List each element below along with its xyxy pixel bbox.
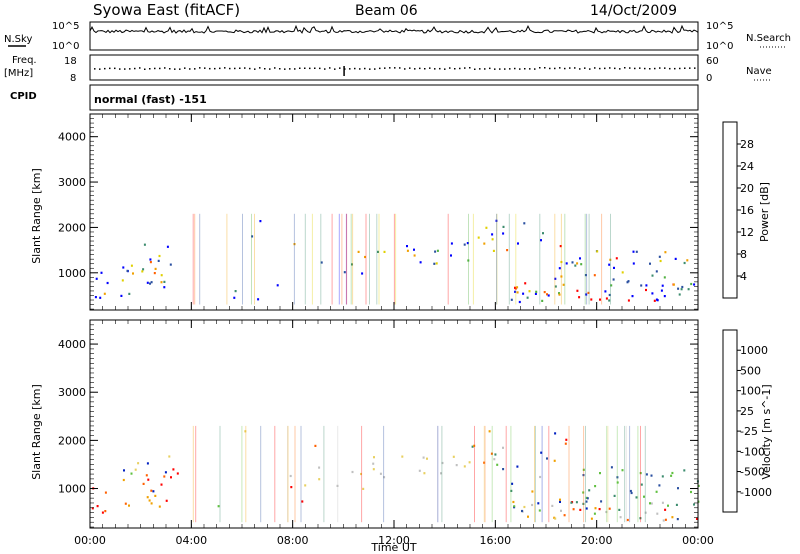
power-panel: 4000 3000 2000 1000: [58, 113, 699, 311]
velocity-ylabel: Slant Range [km]: [30, 384, 43, 480]
velocity-colorbar-label: Velocity [m s^-1]: [760, 384, 773, 479]
power-colorbar-tick: 12: [740, 226, 754, 239]
nsearch-tick-bottom: 10^0: [706, 41, 733, 52]
power-colorbar-tick: 20: [740, 182, 754, 195]
velocity-panel: 4000 3000 2000 1000 00:00 04:00 08:00 12:00 16:0…: [58, 319, 714, 547]
velocity-colorbar-tick: -500: [740, 466, 765, 479]
power-colorbar: 28 24 20 16 12 8 4: [722, 121, 754, 299]
velocity-colorbar-tick: 100: [740, 385, 761, 398]
cpid-label: CPID: [10, 91, 37, 102]
date-label: 14/Oct/2009: [590, 3, 677, 19]
power-colorbar-tick: 24: [740, 160, 754, 173]
xtick-label: 20:00: [581, 534, 613, 547]
cpid-text: normal (fast) -151: [94, 93, 207, 106]
velocity-ytick-label: 2000: [58, 434, 86, 447]
velocity-colorbar-tick: -100: [740, 445, 765, 458]
power-ytick-label: 1000: [58, 267, 86, 280]
freq-unit-label: [MHz]: [4, 68, 33, 79]
power-ytick-label: 2000: [58, 221, 86, 234]
velocity-colorbar-tick: 1000: [740, 344, 768, 357]
cpid-panel: [89, 84, 699, 111]
velocity-colorbar-tick: -1000: [740, 486, 772, 499]
power-colorbar-tick: 16: [740, 204, 754, 217]
nsky-panel: [89, 21, 699, 51]
power-ylabel: Slant Range [km]: [30, 168, 43, 264]
xtick-label: 08:00: [277, 534, 309, 547]
power-ytick-label: 4000: [58, 131, 86, 144]
x-axis-label: Time UT: [370, 541, 416, 554]
velocity-colorbar: 1000 500 100 25 -25 -100 -500 -1000: [722, 329, 772, 513]
power-colorbar-tick: 4: [740, 270, 747, 283]
power-data-cells: [94, 213, 696, 305]
freq-trace: [94, 66, 696, 76]
velocity-colorbar-tick: -25: [740, 425, 758, 438]
nsearch-label: N.Search: [746, 33, 791, 44]
nsky-label: N.Sky: [4, 34, 32, 45]
xtick-label: 00:00: [74, 534, 106, 547]
nsky-tick-bottom: 10^0: [52, 41, 79, 52]
power-ytick-label: 3000: [58, 176, 86, 189]
nave-tick-bottom: 0: [706, 73, 712, 84]
velocity-ytick-label: 3000: [58, 386, 86, 399]
nave-tick-top: 60: [706, 56, 719, 67]
nsky-tick-top: 10^5: [52, 21, 79, 32]
freq-tick-top: 18: [64, 56, 77, 67]
power-colorbar-tick: 8: [740, 248, 747, 261]
velocity-data-cells: [91, 425, 700, 523]
xtick-label: 16:00: [479, 534, 511, 547]
freq-label: Freq.: [12, 55, 37, 66]
plot-title: Syowa East (fitACF): [93, 1, 240, 19]
nave-label: Nave: [746, 66, 772, 77]
velocity-ytick-label: 1000: [58, 483, 86, 496]
beam-label: Beam 06: [355, 3, 418, 19]
velocity-colorbar-tick: 25: [740, 405, 754, 418]
xtick-label: 12:00: [378, 534, 410, 547]
xtick-label: 04:00: [175, 534, 207, 547]
xtick-label: 00:00: [682, 534, 714, 547]
velocity-ytick-label: 4000: [58, 338, 86, 351]
freq-tick-bottom: 8: [70, 73, 76, 84]
nsearch-tick-top: 10^5: [706, 21, 733, 32]
power-colorbar-label: Power [dB]: [758, 182, 771, 242]
nsky-trace: [89, 24, 699, 34]
velocity-colorbar-tick: 500: [740, 364, 761, 377]
freq-panel: [89, 54, 699, 81]
power-colorbar-tick: 28: [740, 138, 754, 151]
